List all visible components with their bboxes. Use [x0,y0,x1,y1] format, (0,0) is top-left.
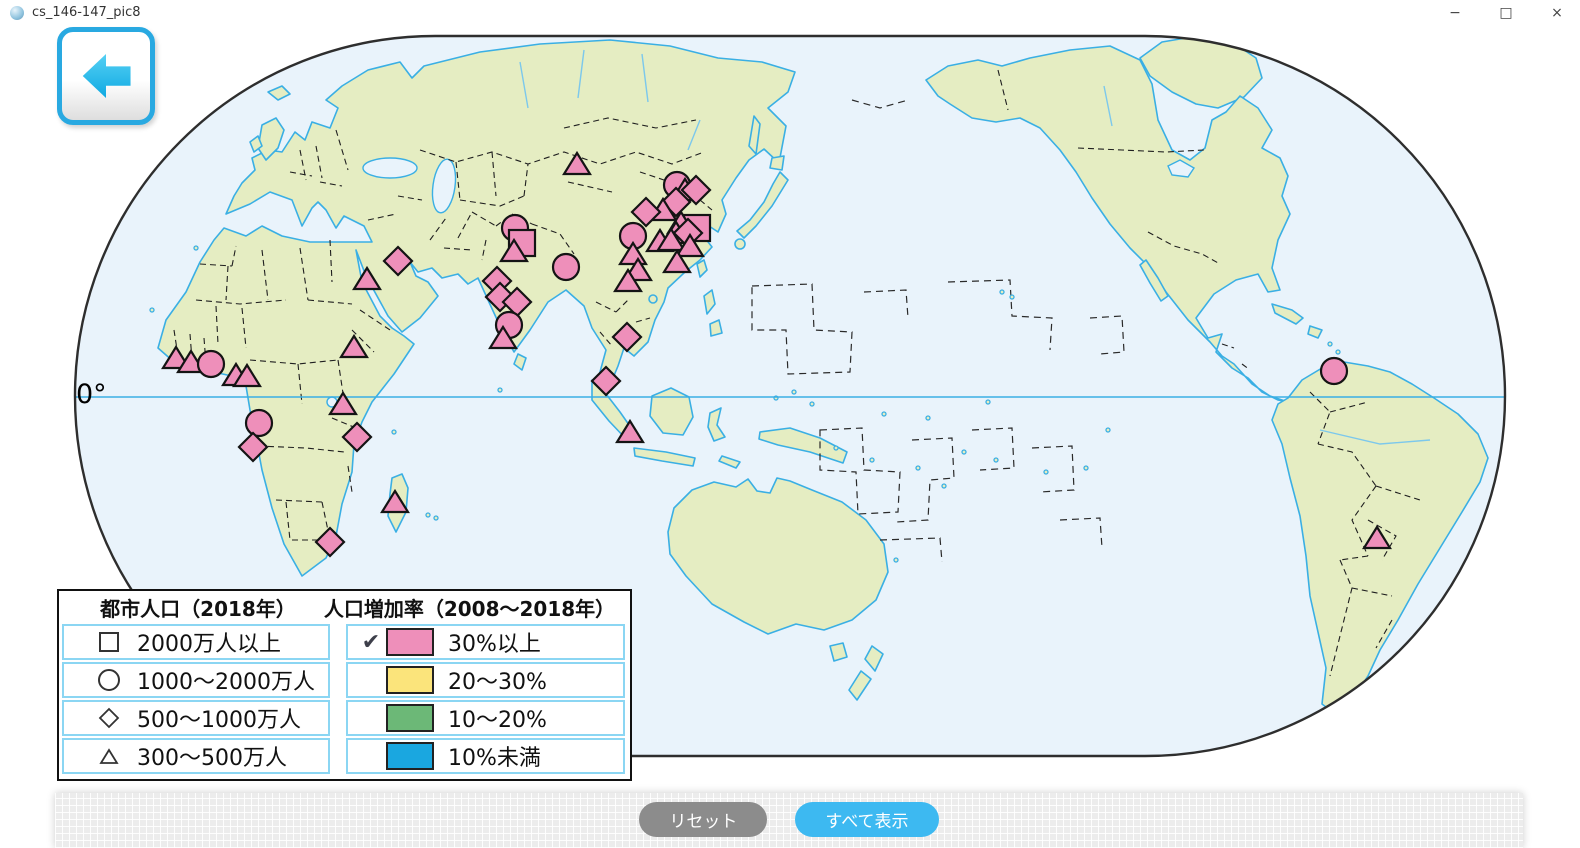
city-marker-triangle[interactable] [662,248,692,274]
window-controls: − □ × [1446,0,1566,26]
reset-button[interactable]: リセット [639,802,768,837]
city-marker-triangle[interactable] [675,232,705,258]
triangle-symbol-icon [99,748,119,764]
color-swatch [386,704,434,732]
city-marker-triangle[interactable] [562,150,592,176]
maritime-boundaries [751,99,1125,563]
city-marker-diamond[interactable] [680,174,712,206]
color-swatch [386,628,434,656]
city-marker-diamond[interactable] [611,321,643,353]
inland-seas [326,157,1195,408]
legend-item-population-20m[interactable]: 2000万人以上 [62,624,330,660]
city-marker-diamond[interactable] [314,526,346,558]
title-bar: cs_146-147_pic8 − □ × [0,0,1580,26]
city-marker-diamond[interactable] [341,421,373,453]
diamond-symbol-icon [98,707,120,729]
city-marker-triangle[interactable] [328,390,358,416]
maximize-icon[interactable]: □ [1499,5,1513,21]
city-marker-layer [161,150,1392,558]
city-marker-diamond[interactable] [590,365,622,397]
legend-item-growth-under10[interactable]: 10%未満 [346,738,625,774]
city-marker-triangle[interactable] [615,418,645,444]
equator-label: 0° [76,379,107,410]
city-marker-diamond[interactable] [630,196,662,228]
rivers [519,49,1431,445]
app-icon [10,6,24,20]
minimize-icon[interactable]: − [1449,5,1461,21]
city-marker-circle[interactable] [1319,356,1349,386]
city-marker-circle[interactable] [244,408,274,438]
color-swatch [386,666,434,694]
legend-item-label: 10～20% [448,708,547,733]
legend-item-label: 30%以上 [448,632,541,657]
city-marker-triangle[interactable] [499,237,529,263]
city-marker-triangle[interactable] [1362,524,1392,550]
legend-headers: 都市人口（2018年） 人口増加率（2008～2018年） [59,591,630,623]
legend-item-growth-20-30[interactable]: 20～30% [346,662,625,698]
close-icon[interactable]: × [1551,5,1563,21]
square-symbol-icon [99,632,119,652]
legend-item-population-5-10m[interactable]: 500～1000万人 [62,700,330,736]
legend-item-label: 2000万人以上 [137,632,281,657]
legend-item-growth-30plus[interactable]: ✔ 30%以上 [346,624,625,660]
back-arrow-icon [82,54,131,98]
show-all-button[interactable]: すべて表示 [795,802,939,837]
legend-growth-header: 人口増加率（2008～2018年） [323,596,616,621]
window-title: cs_146-147_pic8 [32,5,141,20]
city-marker-triangle[interactable] [232,362,262,388]
city-marker-triangle[interactable] [380,488,410,514]
legend-item-label: 500～1000万人 [137,708,301,733]
city-marker-triangle[interactable] [618,240,648,266]
city-marker-triangle[interactable] [488,324,518,350]
legend-item-population-3-5m[interactable]: 300～500万人 [62,738,330,774]
color-swatch [386,742,434,770]
check-icon: ✔ [361,629,381,655]
back-button[interactable] [57,27,155,125]
city-marker-circle[interactable] [551,252,581,282]
legend-item-growth-10-20[interactable]: 10～20% [346,700,625,736]
circle-symbol-icon [98,669,120,691]
city-marker-circle[interactable] [196,349,226,379]
legend-grid: 2000万人以上 ✔ 30%以上 1000～2000万人 20～30% 500～… [59,623,630,775]
landmasses [157,36,1489,717]
city-marker-triangle[interactable] [613,267,643,293]
legend-item-label: 20～30% [448,670,547,695]
legend-item-label: 10%未満 [448,746,541,771]
legend-item-population-10-20m[interactable]: 1000～2000万人 [62,662,330,698]
map-outline [73,34,1507,758]
legend-item-label: 300～500万人 [137,746,287,771]
country-borders [173,69,1421,677]
small-islands [149,245,1341,563]
legend-item-label: 1000～2000万人 [137,670,315,695]
bottom-toolbar: リセット すべて表示 [55,793,1523,848]
city-marker-triangle[interactable] [656,226,686,252]
city-marker-triangle[interactable] [352,265,382,291]
legend: 都市人口（2018年） 人口増加率（2008～2018年） 2000万人以上 ✔… [57,589,632,781]
city-marker-diamond[interactable] [237,431,269,463]
city-marker-triangle[interactable] [339,333,369,359]
legend-population-header: 都市人口（2018年） [100,596,296,621]
city-marker-diamond[interactable] [382,245,414,277]
